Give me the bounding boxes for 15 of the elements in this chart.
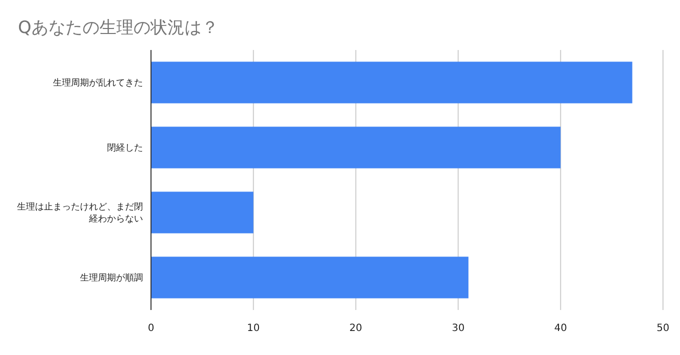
bar bbox=[151, 192, 254, 234]
chart-title: Qあなたの生理の状況は？ bbox=[18, 18, 218, 38]
x-tick-label: 50 bbox=[656, 323, 670, 334]
x-tick-label: 0 bbox=[148, 323, 154, 334]
bar bbox=[151, 126, 561, 168]
y-tick-label: 生理周期が順調 bbox=[80, 272, 143, 284]
bar bbox=[151, 62, 632, 104]
x-tick-label: 40 bbox=[554, 323, 567, 334]
x-tick-label: 30 bbox=[452, 323, 465, 334]
bar bbox=[151, 256, 468, 298]
y-tick-label: 閉経した bbox=[107, 142, 143, 154]
x-tick-label: 10 bbox=[247, 323, 260, 334]
y-tick-label: 生理周期が乱れてきた bbox=[53, 78, 143, 88]
y-tick-label: 生理は止まったけれど、まだ閉経わからない bbox=[17, 202, 143, 224]
x-tick-label: 20 bbox=[349, 323, 362, 334]
